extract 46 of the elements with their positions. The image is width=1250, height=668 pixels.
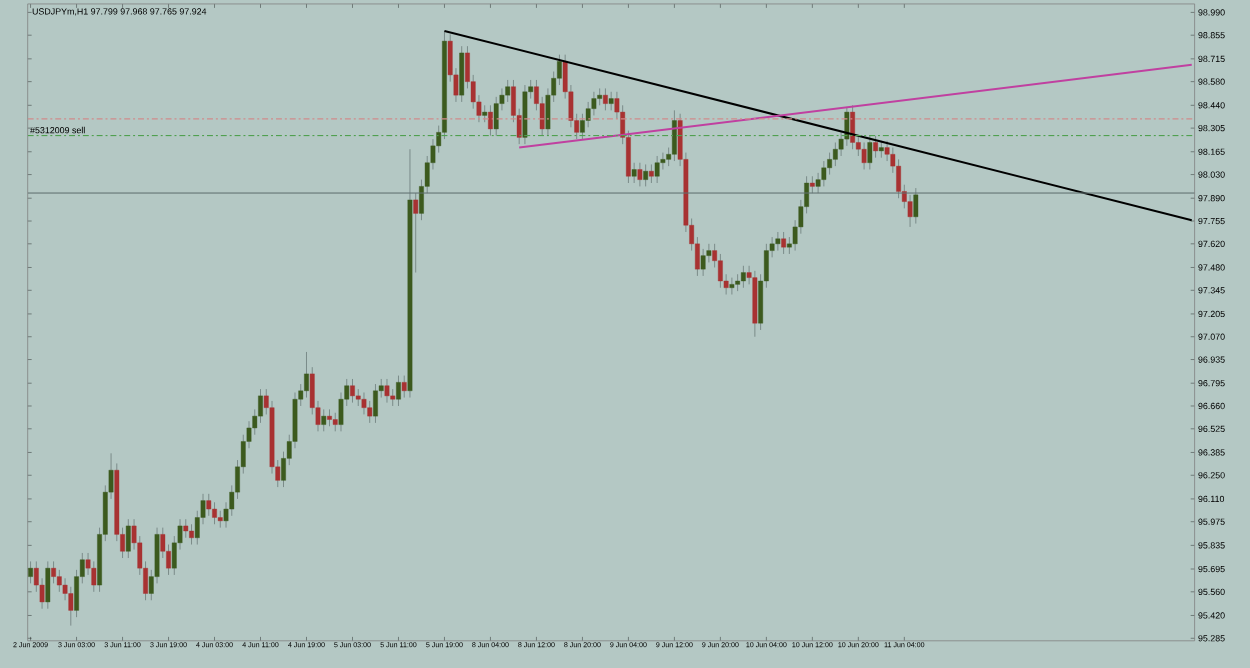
candlestick (775, 231, 781, 251)
candlestick (850, 104, 855, 150)
candlestick (488, 104, 493, 136)
candlestick (740, 265, 746, 288)
candlestick (212, 501, 217, 525)
candlestick (873, 134, 878, 158)
candlestick (729, 276, 735, 295)
candlestick (649, 163, 654, 184)
candlestick (608, 91, 614, 111)
candlestick (631, 161, 637, 184)
candlestick (396, 374, 401, 407)
candlestick (125, 518, 131, 559)
candlestick (401, 374, 407, 398)
candlestick (45, 560, 51, 609)
candlestick (522, 84, 528, 145)
candlestick (459, 45, 465, 103)
candlestick (91, 560, 97, 593)
candlestick (56, 569, 62, 593)
candlestick (373, 383, 378, 424)
candlestick (654, 155, 660, 184)
candlestick (821, 160, 827, 187)
candlestick (332, 412, 338, 432)
candlestick (304, 351, 309, 398)
candlestick (361, 391, 367, 415)
candlestick (321, 408, 327, 432)
candlestick (189, 523, 194, 545)
candlestick (183, 518, 189, 539)
candlestick (413, 192, 419, 273)
candlestick (643, 163, 649, 187)
candlestick (206, 493, 212, 517)
candlestick (51, 560, 56, 584)
candlestick (493, 96, 499, 136)
candlestick (384, 378, 390, 403)
candlestick (603, 87, 608, 111)
candlestick (505, 79, 511, 103)
candlestick (367, 400, 373, 424)
candlestick (637, 161, 643, 187)
candlestick (700, 248, 706, 277)
candlestick (672, 109, 677, 162)
candlestick (913, 187, 919, 224)
candlestick (781, 231, 786, 255)
candlestick (68, 586, 74, 626)
candlestick (350, 378, 355, 403)
candlestick (867, 134, 873, 170)
candlestick (861, 141, 867, 170)
candlestick (752, 270, 758, 337)
